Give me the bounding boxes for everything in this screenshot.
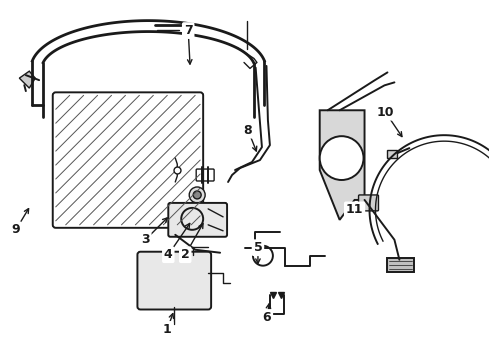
Text: 11: 11 — [346, 203, 363, 216]
Text: 10: 10 — [377, 106, 394, 119]
Text: 5: 5 — [253, 241, 262, 254]
Polygon shape — [319, 110, 365, 220]
FancyBboxPatch shape — [137, 252, 211, 310]
Circle shape — [319, 136, 364, 180]
Polygon shape — [388, 258, 415, 272]
Text: 6: 6 — [263, 311, 271, 324]
Text: 1: 1 — [163, 323, 172, 336]
Text: 2: 2 — [181, 248, 190, 261]
Text: 7: 7 — [184, 24, 193, 37]
Text: 4: 4 — [164, 248, 172, 261]
Polygon shape — [19, 71, 35, 88]
FancyBboxPatch shape — [359, 195, 378, 211]
Circle shape — [189, 187, 205, 203]
Text: 8: 8 — [244, 124, 252, 137]
Text: 9: 9 — [12, 223, 20, 236]
FancyBboxPatch shape — [168, 203, 227, 237]
Polygon shape — [388, 150, 397, 158]
Circle shape — [193, 191, 201, 199]
Text: 3: 3 — [141, 233, 150, 246]
